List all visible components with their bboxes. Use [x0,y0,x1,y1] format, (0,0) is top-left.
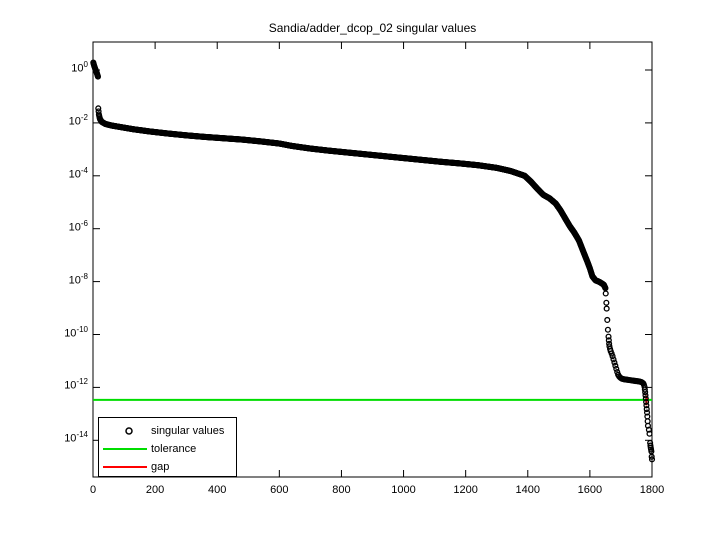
singular-value-marker [643,398,650,405]
y-tick-label: 100 [71,60,88,75]
legend-circle-marker-icon [99,422,151,440]
x-tick-label: 400 [208,484,227,496]
singular-value-marker [604,326,611,333]
singular-value-marker [611,359,618,366]
y-tick-label: 10-14 [64,430,88,445]
legend-entry-singular-values: singular values [99,422,236,440]
x-tick-label: 1400 [515,484,540,496]
axes-box [92,41,653,478]
y-tick-label: 10-12 [64,377,88,393]
singular-value-marker [603,305,610,312]
legend-label-tolerance: tolerance [151,443,197,455]
singular-value-marker [602,290,609,297]
x-tick-label: 1200 [453,484,478,496]
x-tick-label: 0 [89,484,97,496]
y-tick-label: 10-10 [64,324,88,340]
singular-value-marker [613,365,620,372]
singular-value-marker [612,362,619,369]
singular-value-marker [603,299,610,306]
singular-value-marker [643,402,650,409]
singular-value-marker [642,395,649,402]
y-tick-label: 10-2 [68,112,88,128]
legend-entry-gap: gap [99,458,236,476]
x-tick-label: 1800 [639,484,665,496]
x-tick-label: 1600 [577,484,603,496]
legend-box: singular values tolerance gap [98,417,237,477]
legend-tolerance-line-icon [99,440,151,458]
legend-label-gap: gap [151,461,170,473]
singular-value-marker [643,409,651,416]
singular-value-marker [645,426,652,433]
x-tick-label: 600 [270,484,289,496]
singular-value-marker [94,73,102,80]
chart-title: Sandia/adder_dcop_02 singular values [268,21,477,35]
singular-value-marker [646,430,653,437]
singular-value-marker [648,453,655,460]
singular-value-marker [604,316,611,324]
x-tick-label: 200 [145,484,165,496]
singular-value-marker [643,406,650,413]
legend-label-singular-values: singular values [151,425,225,437]
singular-value-marker [605,337,612,344]
singular-value-marker [95,105,102,112]
y-tick-label: 10-6 [68,218,88,234]
legend-entry-tolerance: tolerance [99,440,236,458]
singular-value-marker [605,333,612,340]
y-tick-label: 10-4 [68,165,88,181]
singular-value-marker [648,456,656,463]
y-tick-label: 10-8 [68,271,88,287]
legend-gap-line-icon [99,458,151,476]
singular-value-marker [644,422,652,429]
singular-value-marker [642,392,649,399]
x-tick-label: 800 [332,484,351,496]
singular-value-marker [610,356,617,363]
singular-value-marker [641,386,648,393]
x-tick-label: 1000 [391,484,416,496]
singular-value-marker [642,389,649,396]
singular-value-marker [609,353,616,360]
